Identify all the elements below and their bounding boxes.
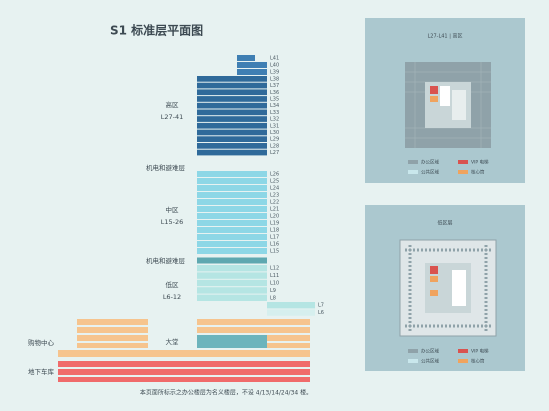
legend-label: 核心筒 (471, 358, 485, 365)
legend-label: 公共区域 (421, 358, 439, 365)
zone-range: L15-26 (161, 218, 184, 226)
floor-label: L36 (270, 90, 279, 96)
floor-label: L34 (270, 103, 279, 109)
lobby-label: 大堂 (166, 337, 180, 346)
floor-label: L17 (270, 235, 279, 241)
zone-range: L6-12 (163, 293, 181, 301)
floor-label: L37 (270, 83, 279, 89)
floor-label: L22 (270, 200, 279, 206)
floor-label: L29 (270, 137, 279, 143)
plan-title: L27-L41 | 高区 (428, 33, 463, 40)
floor (197, 109, 267, 116)
floor (197, 213, 267, 219)
floor-label: L7 (318, 303, 324, 309)
legend-label: 公共区域 (421, 169, 439, 176)
floor-label: L28 (270, 143, 279, 149)
floor (197, 206, 267, 212)
floor (197, 192, 267, 198)
floor (237, 55, 255, 61)
page-title: S1 标准层平面图 (110, 23, 203, 38)
plan-card (365, 205, 525, 371)
floor-label: L33 (270, 110, 279, 116)
floor (197, 171, 267, 177)
floor (197, 241, 267, 247)
floor-label: L41 (270, 56, 279, 62)
floor-label: L26 (270, 172, 279, 178)
floor (197, 122, 267, 129)
floor (197, 82, 267, 89)
floor-label: L32 (270, 117, 279, 123)
floor-label: L11 (270, 273, 279, 279)
legend-label: 办公区域 (421, 348, 439, 355)
floor-label: L19 (270, 221, 279, 227)
floor (197, 248, 267, 254)
mech-label: 机电和避难层 (146, 163, 186, 172)
floor (197, 234, 267, 240)
floor (197, 89, 267, 96)
floor (197, 227, 267, 233)
floor (197, 102, 267, 109)
floor (267, 302, 315, 309)
floor-label: L31 (270, 123, 279, 129)
legend-label: 核心筒 (471, 169, 485, 176)
floor-label: L25 (270, 179, 279, 185)
floor-label: L27 (270, 150, 279, 156)
floor (197, 178, 267, 184)
floor (197, 129, 267, 136)
floor-label: L35 (270, 96, 279, 102)
floor-label: L30 (270, 130, 279, 136)
zone-name: 低区 (166, 280, 180, 289)
plan-title: 低区层 (437, 220, 452, 227)
mall-label: 购物中心 (28, 338, 55, 347)
mech-floor (197, 257, 267, 264)
floor-label: L38 (270, 76, 279, 82)
floor-label: L39 (270, 70, 279, 76)
floor-label: L6 (318, 310, 324, 316)
floor (197, 287, 267, 294)
floor (237, 62, 267, 68)
floor-label: L9 (270, 288, 276, 294)
floor-label: L24 (270, 186, 279, 192)
parking-label: 地下车库 (28, 367, 55, 376)
floor (197, 116, 267, 122)
floor (197, 143, 267, 149)
floor (197, 220, 267, 226)
zone-name: 高区 (166, 100, 180, 109)
plan-card (365, 18, 525, 183)
floor-label: L12 (270, 266, 279, 272)
legend-label: VIP 电梯 (471, 348, 489, 355)
podium (58, 319, 310, 382)
floor (197, 279, 267, 287)
floor (197, 185, 267, 191)
floor (267, 309, 315, 316)
floor-label: L8 (270, 295, 276, 301)
floor (197, 265, 267, 272)
legend-label: 办公区域 (421, 159, 439, 166)
floor-label: L15 (270, 249, 279, 255)
zone-range: L27-41 (161, 113, 184, 121)
floor-label: L40 (270, 63, 279, 69)
floor (197, 294, 267, 301)
floor-label: L10 (270, 281, 279, 287)
legend-label: VIP 电梯 (471, 159, 489, 166)
footnote: 本页面所标示之办公楼层为名义楼层，不设 4/13/14/24/34 楼。 (140, 389, 312, 397)
mech-label: 机电和避难层 (146, 256, 186, 265)
floor (197, 96, 267, 102)
floor (197, 149, 267, 156)
floor (197, 136, 267, 142)
floor (197, 199, 267, 205)
floor-label: L23 (270, 193, 279, 199)
zone-name: 中区 (166, 205, 180, 214)
floor (237, 69, 267, 75)
floor (197, 76, 267, 82)
floor-label: L18 (270, 228, 279, 234)
floor-label: L16 (270, 242, 279, 248)
floor (197, 272, 267, 279)
floor-label: L20 (270, 214, 279, 220)
floor-label: L21 (270, 207, 279, 213)
